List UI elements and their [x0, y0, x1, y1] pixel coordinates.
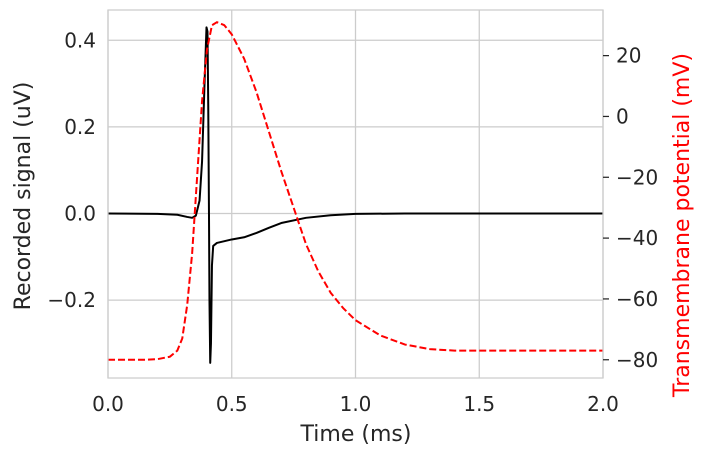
right-y-axis-label: Transmembrane potential (mV)	[670, 53, 695, 398]
series-layer	[107, 21, 603, 364]
left-tick-label: −0.2	[47, 288, 96, 312]
recorded-signal-line	[107, 26, 603, 364]
right-tick-label: 20	[616, 44, 641, 68]
left-tick-label: 0.0	[64, 201, 96, 225]
right-tick-label: −80	[616, 348, 658, 372]
right-tick-label: 0	[616, 104, 629, 128]
x-axis-label: Time (ms)	[300, 422, 412, 447]
left-y-axis-label: Recorded signal (uV)	[11, 82, 36, 311]
right-tick-label: −20	[616, 165, 658, 189]
x-tick-label: 2.0	[587, 392, 619, 416]
x-tick-label: 0.0	[92, 392, 124, 416]
left-tick-label: 0.4	[64, 28, 96, 52]
x-tick-label: 1.0	[340, 392, 372, 416]
plot-frame	[107, 9, 604, 379]
right-tick-label: −40	[616, 226, 658, 250]
left-axis-ticks: −0.2 0.0 0.2 0.4	[47, 28, 96, 312]
x-tick-label: 0.5	[216, 392, 248, 416]
x-axis-ticks: 0.0 0.5 1.0 1.5 2.0	[92, 392, 619, 416]
right-tick-label: −60	[616, 287, 658, 311]
transmembrane-potential-line	[108, 21, 603, 361]
x-tick-label: 1.5	[463, 392, 495, 416]
right-axis-ticks: −80 −60 −40 −20 0 20	[603, 44, 658, 372]
left-tick-label: 0.2	[64, 115, 96, 139]
grid	[107, 10, 604, 378]
